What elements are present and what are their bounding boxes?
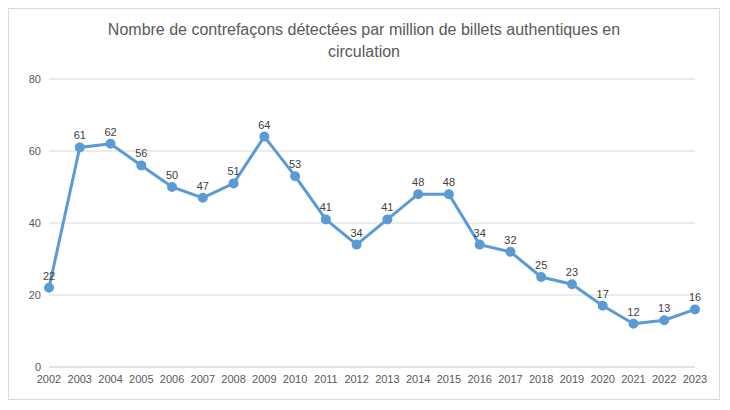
svg-text:13: 13 (658, 302, 670, 314)
svg-text:23: 23 (566, 266, 578, 278)
svg-text:48: 48 (412, 176, 424, 188)
svg-text:2003: 2003 (68, 373, 92, 385)
svg-text:48: 48 (443, 176, 455, 188)
svg-text:2002: 2002 (37, 373, 61, 385)
svg-text:2015: 2015 (437, 373, 461, 385)
svg-text:2022: 2022 (652, 373, 676, 385)
svg-text:41: 41 (320, 201, 332, 213)
svg-text:47: 47 (197, 180, 209, 192)
svg-text:60: 60 (29, 145, 41, 157)
svg-text:2012: 2012 (344, 373, 368, 385)
svg-text:2007: 2007 (191, 373, 215, 385)
svg-text:40: 40 (29, 217, 41, 229)
svg-text:2013: 2013 (375, 373, 399, 385)
svg-text:41: 41 (381, 201, 393, 213)
html-text:Nombre de contrefaçons détecté: Nombre de contrefaçons détectées par mil… (107, 21, 621, 60)
svg-text:16: 16 (689, 291, 701, 303)
svg-text:2006: 2006 (160, 373, 184, 385)
svg-text:62: 62 (104, 126, 116, 138)
svg-text:34: 34 (474, 227, 486, 239)
svg-text:2005: 2005 (129, 373, 153, 385)
svg-text:20: 20 (29, 289, 41, 301)
svg-text:61: 61 (74, 129, 86, 141)
svg-text:34: 34 (350, 227, 362, 239)
svg-text:2017: 2017 (498, 373, 522, 385)
svg-text:2008: 2008 (221, 373, 245, 385)
svg-text:12: 12 (627, 306, 639, 318)
svg-text:2020: 2020 (590, 373, 614, 385)
svg-text:2011: 2011 (314, 373, 338, 385)
svg-text:22: 22 (43, 270, 55, 282)
svg-text:2018: 2018 (529, 373, 553, 385)
svg-text:32: 32 (504, 234, 516, 246)
svg-text:2014: 2014 (406, 373, 430, 385)
svg-text:56: 56 (135, 147, 147, 159)
svg-text:50: 50 (166, 169, 178, 181)
svg-text:2021: 2021 (621, 373, 645, 385)
svg-text:2009: 2009 (252, 373, 276, 385)
svg-text:80: 80 (29, 73, 41, 85)
svg-text:2004: 2004 (98, 373, 122, 385)
svg-text:2016: 2016 (467, 373, 491, 385)
svg-text:2023: 2023 (683, 373, 707, 385)
svg-text:51: 51 (227, 165, 239, 177)
svg-text:0: 0 (35, 361, 41, 373)
svg-text:53: 53 (289, 158, 301, 170)
svg-text:2010: 2010 (283, 373, 307, 385)
svg-text:2019: 2019 (560, 373, 584, 385)
svg-text:17: 17 (597, 288, 609, 300)
svg-text:25: 25 (535, 259, 547, 271)
svg-text:64: 64 (258, 119, 270, 131)
